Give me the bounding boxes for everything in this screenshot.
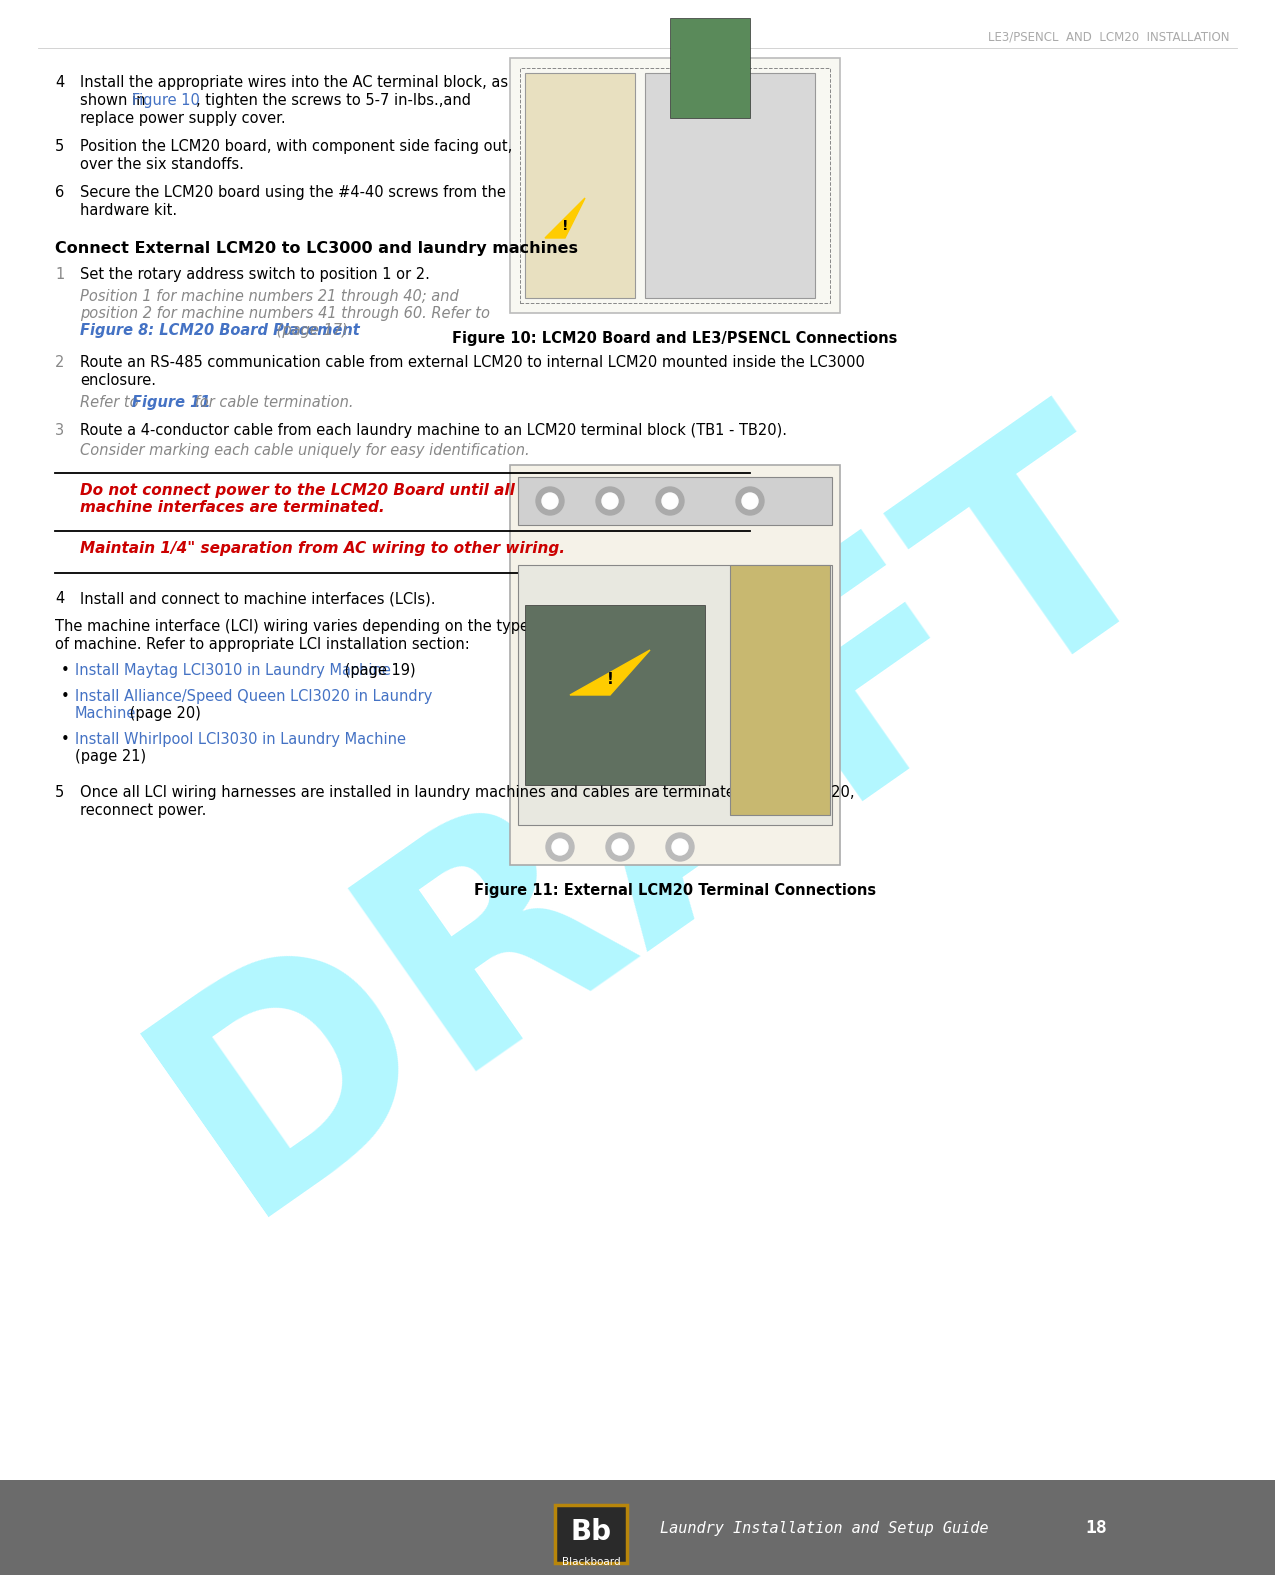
Circle shape [657,487,683,515]
Text: Secure the LCM20 board using the #4-40 screws from the: Secure the LCM20 board using the #4-40 s… [80,184,506,200]
Text: 4: 4 [55,591,64,606]
Text: LE3/PSENCL  AND  LCM20  INSTALLATION: LE3/PSENCL AND LCM20 INSTALLATION [988,30,1230,43]
Text: Install the appropriate wires into the AC terminal block, as: Install the appropriate wires into the A… [80,76,509,90]
Bar [669,17,750,118]
Text: Route a 4-conductor cable from each laundry machine to an LCM20 terminal block (: Route a 4-conductor cable from each laun… [80,424,787,438]
Circle shape [602,493,618,509]
Text: The machine interface (LCI) wiring varies depending on the type: The machine interface (LCI) wiring varie… [55,619,529,635]
Circle shape [612,839,629,855]
Text: •: • [61,732,70,747]
Circle shape [672,839,689,855]
Text: over the six standoffs.: over the six standoffs. [80,158,244,172]
Text: for cable termination.: for cable termination. [190,395,353,410]
Bar [520,68,830,302]
Text: !: ! [607,673,613,688]
Circle shape [736,487,764,515]
Text: 4: 4 [55,76,64,90]
Text: 2: 2 [55,354,64,370]
Bar [0,1480,1275,1575]
Circle shape [742,493,759,509]
Circle shape [606,833,634,862]
Text: Connect External LCM20 to LC3000 and laundry machines: Connect External LCM20 to LC3000 and lau… [55,241,578,257]
Text: Do not connect power to the LCM20 Board until all
machine interfaces are termina: Do not connect power to the LCM20 Board … [80,484,515,515]
Circle shape [536,487,564,515]
Text: hardware kit.: hardware kit. [80,203,177,217]
Text: Bb: Bb [570,1518,612,1547]
Text: (page 19): (page 19) [340,663,416,677]
Bar [555,1506,627,1562]
Bar [518,565,833,825]
Text: Once all LCI wiring harnesses are installed in laundry machines and cables are t: Once all LCI wiring harnesses are instal… [80,784,854,800]
Polygon shape [570,650,650,695]
Circle shape [542,493,558,509]
Text: Blackboard: Blackboard [562,1558,621,1567]
Text: 5: 5 [55,139,64,154]
Circle shape [666,833,694,862]
Bar [525,72,635,298]
Text: •: • [61,688,70,704]
Text: Refer to: Refer to [80,395,143,410]
Text: of machine. Refer to appropriate LCI installation section:: of machine. Refer to appropriate LCI ins… [55,636,469,652]
Circle shape [552,839,567,855]
Text: 1: 1 [55,268,64,282]
Text: Figure 8: LCM20 Board Placement: Figure 8: LCM20 Board Placement [80,323,360,339]
Text: 3: 3 [55,424,64,438]
Text: Consider marking each cable uniquely for easy identification.: Consider marking each cable uniquely for… [80,443,529,458]
Text: 18: 18 [1085,1518,1107,1537]
Text: Figure 10: LCM20 Board and LE3/PSENCL Connections: Figure 10: LCM20 Board and LE3/PSENCL Co… [453,331,898,346]
Text: , tighten the screws to 5-7 in-lbs.,and: , tighten the screws to 5-7 in-lbs.,and [196,93,470,109]
Bar [518,477,833,524]
Text: position 2 for machine numbers 41 through 60. Refer to: position 2 for machine numbers 41 throug… [80,306,490,321]
Text: (page 21): (page 21) [75,750,147,764]
Text: reconnect power.: reconnect power. [80,803,207,817]
Text: DRAFT: DRAFT [107,370,1213,1269]
Text: 5: 5 [55,784,64,800]
Text: Install Maytag LCI3010 in Laundry Machine: Install Maytag LCI3010 in Laundry Machin… [75,663,391,677]
Circle shape [546,833,574,862]
Text: Figure 11: External LCM20 Terminal Connections: Figure 11: External LCM20 Terminal Conne… [474,884,876,898]
Bar [510,465,840,865]
Text: Laundry Installation and Setup Guide: Laundry Installation and Setup Guide [660,1520,988,1536]
Bar [645,72,815,298]
Text: (page 17).: (page 17). [272,323,352,339]
Text: Install Whirlpool LCI3030 in Laundry Machine: Install Whirlpool LCI3030 in Laundry Mac… [75,732,405,747]
Text: Install Alliance/Speed Queen LCI3020 in Laundry: Install Alliance/Speed Queen LCI3020 in … [75,688,432,704]
Text: Route an RS-485 communication cable from external LCM20 to internal LCM20 mounte: Route an RS-485 communication cable from… [80,354,864,370]
Bar [510,58,840,313]
Text: Maintain 1/4" separation from AC wiring to other wiring.: Maintain 1/4" separation from AC wiring … [80,540,565,556]
Bar [525,605,705,784]
Polygon shape [544,198,585,238]
Circle shape [595,487,623,515]
Text: Position the LCM20 board, with component side facing out,: Position the LCM20 board, with component… [80,139,513,154]
Bar [731,565,830,814]
Text: •: • [61,663,70,677]
Text: (page 20): (page 20) [125,706,201,721]
Circle shape [662,493,678,509]
Text: Position 1 for machine numbers 21 through 40; and: Position 1 for machine numbers 21 throug… [80,288,459,304]
Text: 6: 6 [55,184,64,200]
Text: Figure 10: Figure 10 [133,93,200,109]
Text: Figure 11: Figure 11 [133,395,210,410]
Text: Install and connect to machine interfaces (LCIs).: Install and connect to machine interface… [80,591,436,606]
Text: shown in: shown in [80,93,150,109]
Text: enclosure.: enclosure. [80,373,156,387]
Text: !: ! [562,219,569,233]
Text: Machine: Machine [75,706,136,721]
Text: replace power supply cover.: replace power supply cover. [80,110,286,126]
Text: Set the rotary address switch to position 1 or 2.: Set the rotary address switch to positio… [80,268,430,282]
